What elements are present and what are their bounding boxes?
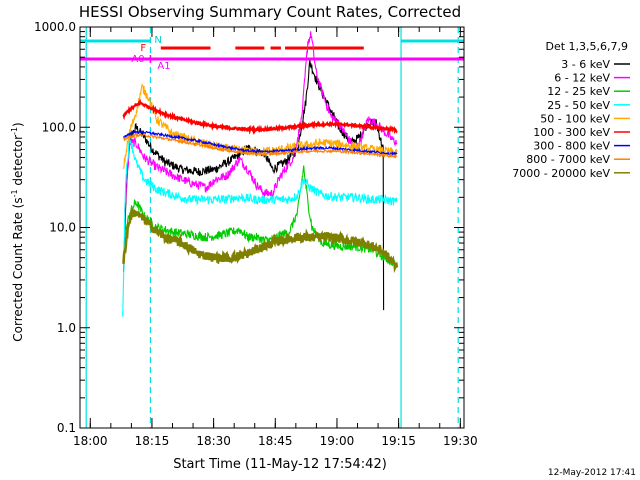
legend-label-8: 7000 - 20000 keV [512, 167, 610, 180]
series-line-5 [122, 98, 398, 135]
y-axis-label: Corrected Count Rate (s-1 detector-1) [10, 122, 25, 341]
legend-label-4: 50 - 100 keV [540, 112, 610, 125]
y-label-mid: detector [11, 135, 25, 190]
legend-label-3: 25 - 50 keV [547, 99, 610, 112]
x-tick-label: 18:15 [135, 434, 170, 448]
y-label-sup2: -1 [10, 127, 19, 135]
x-tick-label: 19:00 [320, 434, 355, 448]
legend-label-0: 3 - 6 keV [561, 58, 610, 71]
legend-label-1: 6 - 12 keV [554, 72, 610, 85]
legend-label-2: 12 - 25 keV [547, 85, 610, 98]
y-label-sup1: -1 [10, 189, 19, 197]
y-tick-label: 1.0 [57, 321, 76, 335]
y-label-main: Corrected Count Rate (s [11, 197, 25, 341]
x-tick-label: 18:30 [196, 434, 231, 448]
annotation-a1: A1 [157, 61, 170, 72]
y-tick-label: 100.0 [42, 120, 76, 134]
annotation-n: N [154, 35, 161, 46]
legend-title: Det 1,3,5,6,7,9 [545, 40, 628, 53]
annotation-a0: A0 [131, 54, 144, 65]
series-line-8 [122, 208, 399, 274]
y-tick-label: 0.1 [57, 421, 76, 435]
annotation-f: F [140, 43, 146, 54]
axes: 0.1 1.0 10.0 100.0 1000.0 18:00 18:15 18:30 18:4… [34, 20, 478, 448]
x-tick-label: 19:15 [381, 434, 416, 448]
x-tick-label: 19:30 [443, 434, 478, 448]
series-line-3 [122, 136, 398, 317]
x-tick-label: 18:45 [258, 434, 293, 448]
y-label-end: ) [11, 122, 25, 127]
footer-date: 12-May-2012 17:41 [548, 468, 636, 478]
legend-label-7: 800 - 7000 keV [526, 153, 610, 166]
chart-title: HESSI Observing Summary Count Rates, Cor… [79, 3, 461, 21]
legend-label-6: 300 - 800 keV [533, 140, 610, 153]
y-tick-label: 10.0 [49, 221, 76, 235]
x-tick-label: 18:00 [73, 434, 108, 448]
series-line-7 [123, 131, 398, 159]
x-axis-label: Start Time (11-May-12 17:54:42) [173, 457, 387, 472]
y-tick-label: 1000.0 [34, 20, 76, 34]
legend-label-5: 100 - 300 keV [533, 126, 610, 139]
